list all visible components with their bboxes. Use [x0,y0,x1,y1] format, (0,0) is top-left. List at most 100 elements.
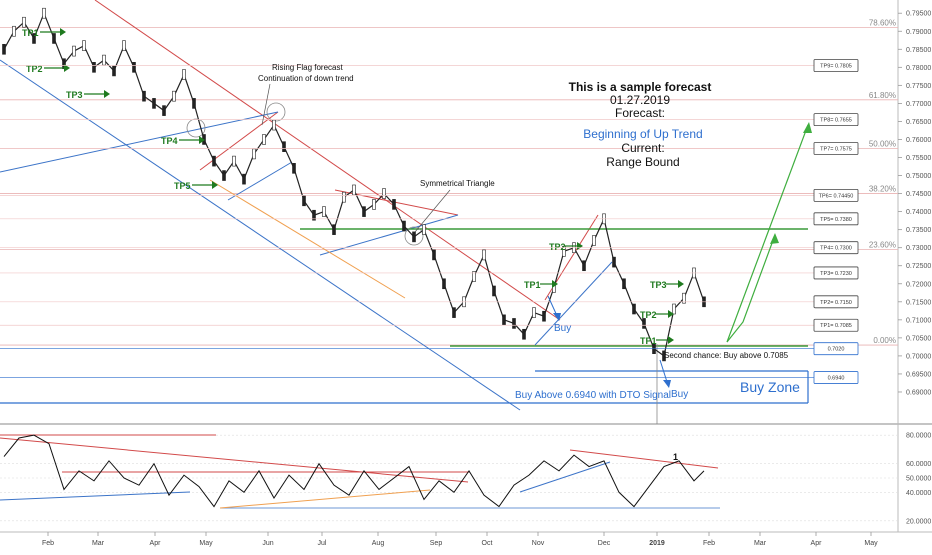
price-candle [222,170,226,181]
rising-flag-pointer [261,83,271,126]
price-candle [522,328,526,340]
price-candle [442,278,446,290]
price-candle [212,155,216,167]
price-candle [352,184,356,196]
month-label: May [199,540,213,547]
price-candle [512,318,516,329]
forecast-heading: This is a sample forecast [569,80,712,94]
tp-label: TP4 [161,136,178,146]
price-candle [182,69,186,80]
second-chance-label: Second chance: Buy above 0.7085 [664,351,789,360]
tp-level-label: TP5= 0.7380 [820,217,852,223]
osc-red-line-2 [0,437,469,483]
month-label: Feb [42,540,54,547]
price-tick-label: 0.75500 [906,155,931,162]
tp-label: TP1 [524,280,541,290]
price-candle [32,33,36,44]
tp-arrow-head [60,28,66,36]
tp-level-label: TP9= 0.7805 [820,64,852,70]
month-label: Mar [754,540,767,547]
price-candle [402,220,406,232]
price-tick-label: 0.72500 [906,263,931,270]
price-candle [642,318,646,329]
tp-arrow-head [64,64,70,72]
osc-tick-label: 20.0000 [906,518,931,525]
price-candle [482,249,486,261]
tp-level-box [813,266,859,280]
tp-arrow-head [552,280,558,288]
downtrend-line [94,0,561,321]
fib-level-label: 61.80% [869,91,896,100]
osc-tick-label: 80.0000 [906,433,931,440]
price-candle [42,7,46,19]
tp-level-box [813,342,859,356]
osc-tick-label: 40.0000 [906,490,931,497]
price-candle [362,206,366,217]
month-label: Mar [92,540,105,547]
tp-label: TP2 [26,64,43,74]
price-tick-label: 0.70000 [906,353,931,360]
annotations: Rising Flag forecast Continuation of dow… [258,63,800,401]
osc-blue-line-1 [0,491,191,501]
price-candle [562,245,566,257]
price-candle [262,134,266,145]
tp-level-box [813,188,859,202]
tp-level-box [813,212,859,226]
month-label: Sep [430,540,443,547]
price-series [2,7,706,362]
price-candle [112,65,116,77]
price-candle [452,307,456,318]
price-candle [532,307,536,318]
oscillator-series [3,434,705,508]
price-candle [82,40,86,51]
price-tick-label: 0.75000 [906,173,931,180]
price-candle [392,199,396,210]
price-candle [582,260,586,272]
price-candle [272,119,276,131]
month-label: May [864,540,878,547]
price-tick-label: 0.71000 [906,317,931,324]
month-label: Nov [532,540,545,547]
time-axis: Feb Mar Apr May Jun Jul Aug Sep Oct Nov Dec 2019 Feb… [42,532,878,547]
price-boxes: TP9= 0.7805 TP8= 0.7655 TP7= 0.7575 TP6= 0.… [0,59,859,384]
osc-blue-line-3 [519,461,611,493]
tp-level-label: TP4= 0.7300 [820,246,852,252]
flag-circle-1 [186,118,206,138]
price-tick-label: 0.70500 [906,335,931,342]
price-tick-label: 0.74000 [906,209,931,216]
price-candle [242,173,246,185]
current-label: Current: [621,141,664,155]
osc-tick-label: 50.0000 [906,476,931,483]
price-candle [542,310,546,322]
price-candle [382,188,386,199]
current-value: Range Bound [606,155,679,169]
forecast-arrow-up-2 [726,124,809,343]
tp-level-box [813,371,859,384]
price-candle [132,62,136,73]
osc-red-line-4 [569,449,719,469]
price-candle [152,98,156,109]
price-candle [612,256,616,268]
month-label: Dec [598,540,611,547]
price-tick-label: 0.73000 [906,245,931,252]
tp-level-label: 0.6940 [828,376,845,382]
tp-label: TP1 [22,28,39,38]
price-candle [432,249,436,261]
price-candle [622,278,626,290]
fib-level-label: 50.00% [869,139,896,148]
price-candle [312,209,316,221]
buy-arrow-head-2 [663,380,671,388]
month-label: Jun [262,540,273,547]
tp-label: TP1 [640,336,657,346]
month-label: Apr [811,540,823,547]
tp-level-label: TP8= 0.7655 [820,118,852,124]
flag-axis-line [0,111,279,173]
price-candle [662,350,666,362]
take-profit-labels: TP1 TP2 TP3 TP4 TP5 TP1 TP2 TP3 TP1 TP2 [22,28,684,346]
price-candle [102,54,106,66]
price-candle [282,141,286,152]
price-tick-label: 0.77500 [906,83,931,90]
price-candle [322,206,326,217]
tp-arrow-head [212,181,218,189]
